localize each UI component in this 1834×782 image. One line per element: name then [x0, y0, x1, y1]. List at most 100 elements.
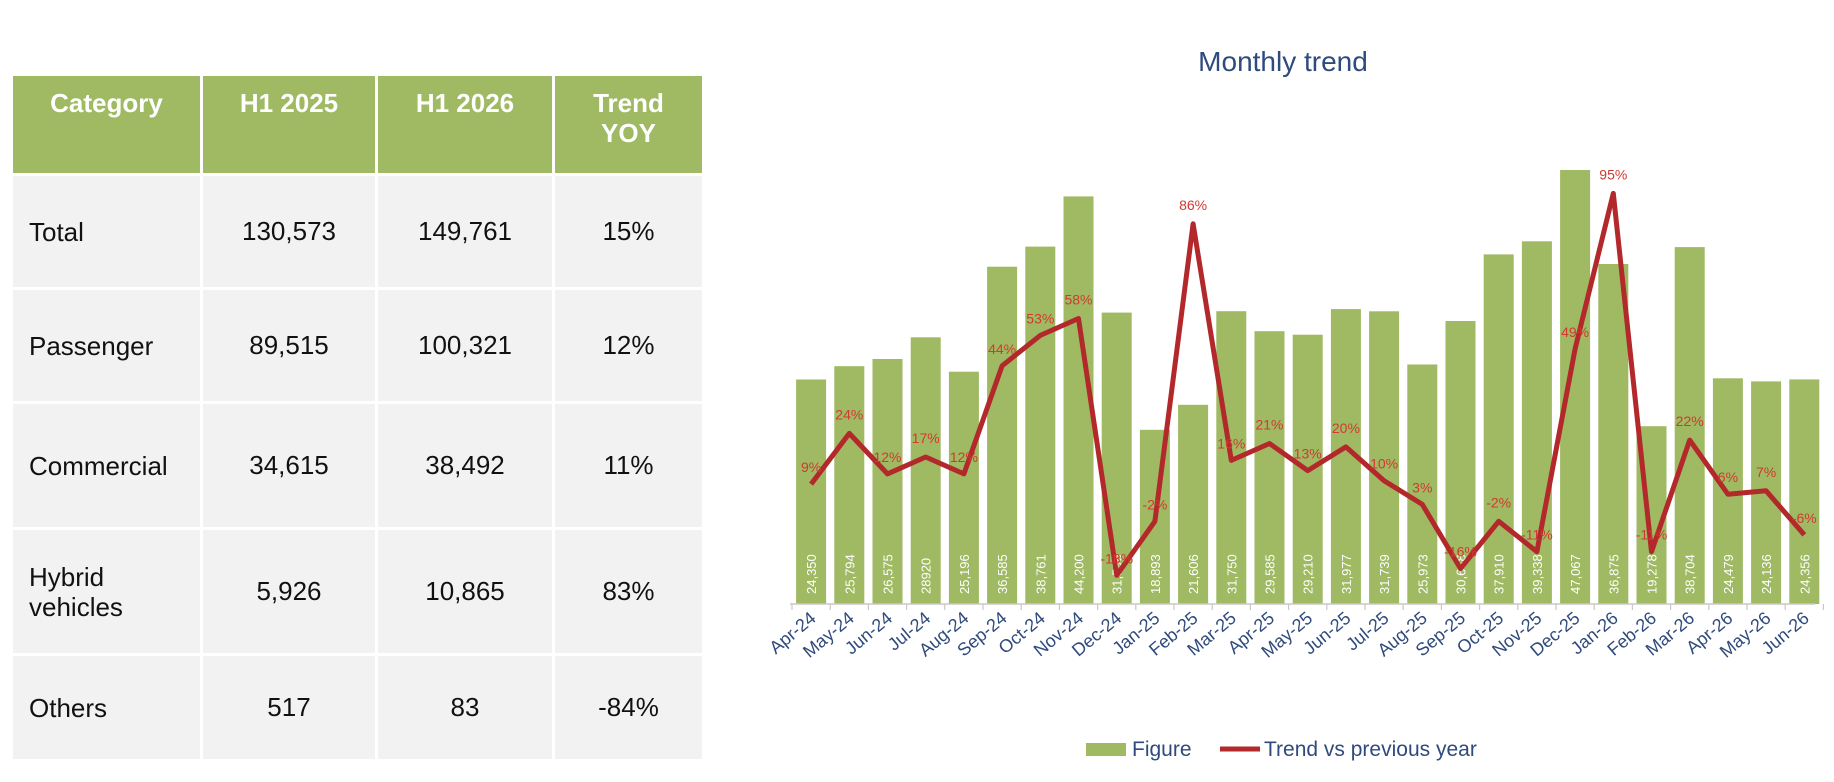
- trend-value-label: 13%: [1294, 446, 1322, 462]
- bar-value-label: 19,278: [1645, 554, 1660, 594]
- trend-value-label: 20%: [1332, 420, 1360, 436]
- trend-value-label: 21%: [1255, 417, 1283, 433]
- bar-value-label: 38,704: [1683, 554, 1698, 594]
- bar-Feb-25: [1178, 404, 1209, 604]
- x-axis-ticks: [791, 604, 1825, 610]
- bar-value-label: 44,200: [1072, 554, 1087, 594]
- bars-layer: 24,350 25,794 26,575 28920 25,196 36,585 38,76…: [796, 170, 1820, 605]
- row-trend: 83%: [552, 527, 705, 656]
- header-trend-yoy: Trend YOY: [552, 73, 705, 176]
- bar-value-label: 24,136: [1759, 554, 1774, 594]
- bar-Aug-24: [948, 371, 979, 604]
- trend-value-label: 7%: [1756, 464, 1776, 480]
- trend-value-label: -6%: [1792, 510, 1817, 526]
- bar-Dec-24: [1101, 312, 1132, 604]
- row-h1-2026: 83: [375, 653, 555, 762]
- bar-value-label: 28920: [919, 558, 934, 594]
- trend-value-label: 86%: [1179, 197, 1207, 213]
- table-row: Passenger 89,515 100,321 12%: [10, 287, 705, 404]
- bar-Apr-25: [1254, 331, 1285, 604]
- trend-value-label: 49%: [1561, 324, 1589, 340]
- bar-value-label: 38,761: [1033, 554, 1048, 594]
- trend-value-label: 12%: [873, 449, 901, 465]
- row-trend: 11%: [552, 401, 705, 530]
- chart-title: Monthly trend: [1198, 46, 1368, 77]
- legend-swatch-figure: [1086, 743, 1126, 756]
- trend-line-layer: 9% 24% 12% 17% 12% 44% 53% 58% -18% -2% 86% 16% 21% 1…: [801, 166, 1817, 578]
- bar-value-label: 24,356: [1797, 554, 1812, 594]
- row-trend: 12%: [552, 287, 705, 404]
- trend-value-label: 17%: [912, 430, 940, 446]
- summary-table: Category H1 2025 H1 2026 Trend YOY Total…: [10, 73, 705, 762]
- bar-value-label: 36,585: [995, 554, 1010, 594]
- row-category: Others: [10, 653, 203, 762]
- header-h1-2025: H1 2025: [200, 73, 378, 176]
- bar-Aug-25: [1407, 364, 1438, 604]
- trend-value-label: 22%: [1676, 413, 1704, 429]
- trend-value-label: 16%: [1217, 435, 1245, 451]
- bar-Jul-25: [1369, 311, 1400, 604]
- bar-value-label: 37,910: [1492, 554, 1507, 594]
- trend-value-label: 24%: [835, 406, 863, 422]
- row-h1-2025: 5,926: [200, 527, 378, 656]
- monthly-trend-chart: Monthly trend 24,350 25,794 26,575 28920 25,…: [765, 46, 1825, 761]
- row-h1-2026: 149,761: [375, 173, 555, 290]
- bar-Apr-24: [796, 379, 827, 604]
- bar-value-label: 26,575: [881, 554, 896, 594]
- row-trend: -84%: [552, 653, 705, 762]
- row-h1-2025: 517: [200, 653, 378, 762]
- bar-value-label: 18,893: [1148, 554, 1163, 594]
- bar-Oct-24: [1025, 246, 1056, 604]
- row-category: Commercial: [10, 401, 203, 530]
- bar-Jul-24: [910, 337, 941, 604]
- row-category: Total: [10, 173, 203, 290]
- table-row: Others 517 83 -84%: [10, 653, 705, 762]
- bar-Dec-25: [1560, 170, 1591, 604]
- trend-value-label: 58%: [1064, 292, 1092, 308]
- bar-Jan-26: [1598, 264, 1629, 604]
- chart-legend: Figure Trend vs previous year: [1086, 738, 1477, 761]
- table-row: Hybrid vehicles 5,926 10,865 83%: [10, 527, 705, 656]
- table-row: Commercial 34,615 38,492 11%: [10, 401, 705, 530]
- bar-value-label: 36,875: [1606, 554, 1621, 594]
- trend-value-label: 6%: [1718, 469, 1738, 485]
- bar-Sep-24: [987, 266, 1018, 604]
- trend-value-label: -18%: [1100, 550, 1133, 566]
- header-category: Category: [10, 73, 203, 176]
- trend-value-label: 3%: [1412, 479, 1432, 495]
- legend-label-figure: Figure: [1132, 738, 1192, 761]
- bar-value-label: 31,750: [1224, 554, 1239, 594]
- trend-value-label: 95%: [1599, 166, 1627, 182]
- row-category: Passenger: [10, 287, 203, 404]
- bar-Mar-26: [1674, 247, 1705, 604]
- trend-value-label: 44%: [988, 341, 1016, 357]
- trend-line: [809, 190, 1807, 578]
- row-h1-2025: 34,615: [200, 401, 378, 530]
- trend-value-label: -11%: [1636, 527, 1668, 543]
- trend-value-label: 53%: [1026, 310, 1054, 326]
- bar-value-label: 31,977: [1339, 554, 1354, 594]
- table-header-row: Category H1 2025 H1 2026 Trend YOY: [10, 73, 705, 176]
- trend-value-label: -11%: [1521, 527, 1553, 543]
- bar-value-label: 25,973: [1415, 554, 1430, 594]
- bar-value-label: 29,210: [1301, 554, 1316, 594]
- trend-value-label: 9%: [801, 459, 821, 475]
- trend-value-label: 12%: [950, 449, 978, 465]
- row-h1-2026: 100,321: [375, 287, 555, 404]
- bar-value-label: 25,794: [842, 554, 857, 594]
- x-axis-labels: Apr-24May-24Jun-24Jul-24Aug-24Sep-24Oct-…: [765, 608, 1812, 662]
- row-trend: 15%: [552, 173, 705, 290]
- row-h1-2025: 89,515: [200, 287, 378, 404]
- bar-value-label: 25,196: [957, 554, 972, 594]
- bar-value-label: 47,067: [1568, 554, 1583, 594]
- trend-value-label: -16%: [1444, 544, 1477, 560]
- header-h1-2026: H1 2026: [375, 73, 555, 176]
- table-row: Total 130,573 149,761 15%: [10, 173, 705, 290]
- row-h1-2026: 10,865: [375, 527, 555, 656]
- bar-value-label: 29,585: [1263, 554, 1278, 594]
- bar-value-label: 24,479: [1721, 554, 1736, 594]
- bar-value-label: 39,338: [1530, 554, 1545, 594]
- bar-Jun-24: [872, 359, 903, 604]
- bar-value-label: 31,739: [1377, 554, 1392, 594]
- legend-label-trend: Trend vs previous year: [1264, 738, 1477, 761]
